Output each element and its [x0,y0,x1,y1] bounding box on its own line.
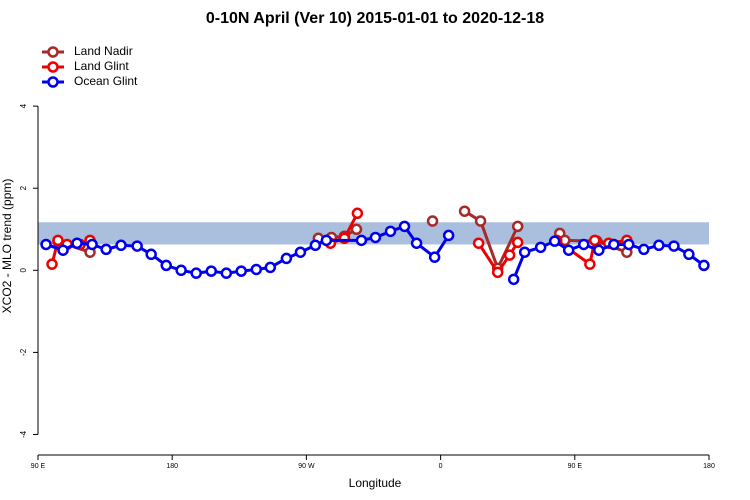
y-axis-label: XCO2 - MLO trend (ppm) [0,179,14,314]
legend-label: Land Glint [74,59,129,73]
point [442,229,455,242]
point [474,215,487,227]
x-tick-label: 90 E [31,463,46,470]
point [653,239,665,252]
x-tick-label: 180 [166,463,178,470]
point [589,234,601,247]
legend-label: Ocean Glint [74,74,138,88]
point [175,264,187,277]
point [220,267,233,279]
x-tick-label: 90 W [298,463,315,470]
point [458,205,471,217]
point [638,243,650,256]
point [355,234,368,247]
point [86,238,98,251]
legend-label: Land Nadir [74,44,133,58]
x-tick-label: 0 [439,463,443,470]
point [668,240,680,252]
point [205,265,218,277]
point [100,243,112,256]
point [350,223,363,236]
point [235,265,247,277]
y-tick-label: -2 [19,348,28,356]
point [190,267,202,279]
x-tick-label: 180 [703,463,715,470]
chart-title: 0-10N April (Ver 10) 2015-01-01 to 2020-… [206,10,544,27]
point [426,215,439,227]
point [562,244,575,256]
point [698,259,710,272]
point [71,237,83,249]
point [351,207,364,220]
x-tick-label: 90 E [568,463,583,470]
point [294,246,307,258]
point [369,231,382,244]
point [115,239,127,252]
x-axis-label: Longitude [349,476,402,490]
point [131,240,143,252]
point [160,259,172,272]
point [250,263,263,276]
point [577,238,590,251]
point [309,239,322,252]
point [534,241,547,254]
point [52,234,64,247]
point [507,273,520,286]
legend-marker [47,61,59,73]
point [608,238,620,251]
point [410,237,423,249]
point [518,246,531,258]
point [280,252,293,265]
point [511,236,524,249]
point [548,235,561,247]
point [320,234,333,247]
point [491,266,504,279]
point [472,237,485,249]
legend-marker [47,46,59,58]
point [384,225,397,238]
point [511,220,524,233]
point [398,220,411,233]
point [428,251,441,263]
point [40,238,52,251]
point [683,248,695,261]
point [46,258,58,270]
y-tick-label: 2 [19,185,28,190]
point [264,261,277,274]
y-tick-label: 4 [19,103,28,108]
point [593,244,605,256]
y-tick-label: 0 [19,268,28,273]
point [57,244,69,256]
point [503,249,516,261]
legend-marker [47,76,59,88]
point [584,258,596,270]
y-tick-label: -4 [19,430,28,438]
point [145,248,157,261]
point [623,238,635,251]
